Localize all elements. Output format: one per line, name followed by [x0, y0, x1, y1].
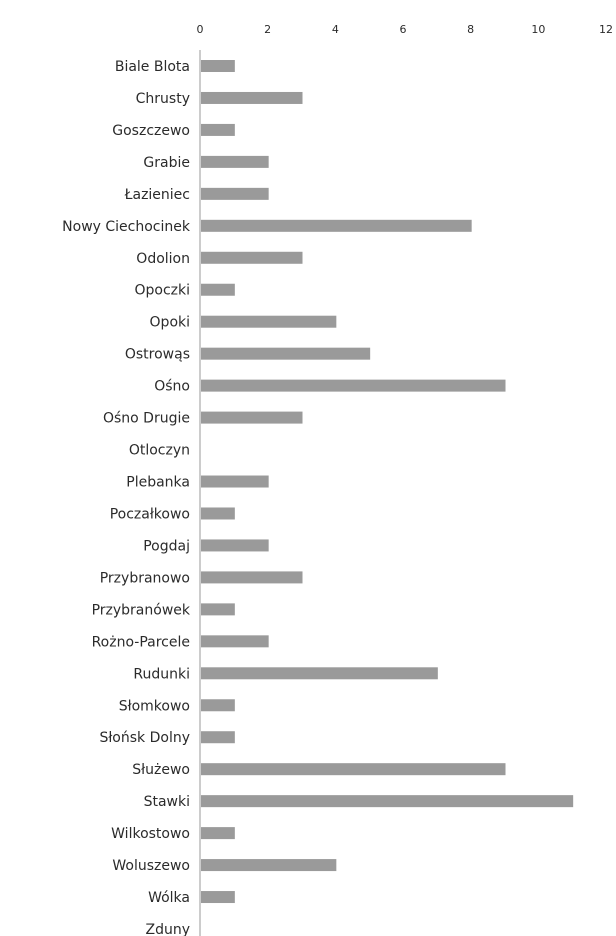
category-labels: Biale Blota Chrusty Goszczewo Grabie Łazieni… [62, 59, 191, 936]
category-label: Rudunki [133, 666, 190, 682]
bar [201, 251, 303, 264]
bar [201, 187, 269, 200]
category-label: Goszczewo [112, 123, 190, 139]
bar [201, 603, 235, 616]
category-label: Ostrowąs [125, 347, 190, 363]
category-label: Plebanka [126, 475, 190, 491]
category-label: Przybranówek [92, 602, 191, 618]
category-label: Woluszewo [112, 858, 190, 874]
bar [201, 891, 235, 904]
bar [201, 571, 303, 584]
x-tick-label: 8 [467, 23, 474, 36]
bar [201, 763, 506, 776]
bar [201, 315, 337, 328]
bar [201, 699, 235, 712]
category-label: Zduny [145, 922, 190, 936]
x-tick-label: 4 [332, 23, 339, 36]
category-label: Służewo [132, 762, 190, 778]
category-label: Ośno [154, 379, 190, 395]
x-tick-label: 0 [197, 23, 204, 36]
bar [201, 123, 235, 136]
category-label: Otloczyn [129, 443, 190, 459]
x-tick-label: 12 [599, 23, 613, 36]
bar [201, 475, 269, 488]
category-label: Opoki [150, 315, 190, 331]
category-label: Słońsk Dolny [99, 730, 190, 746]
x-axis-ticks: 0 2 4 6 8 10 12 [197, 23, 614, 36]
bar [201, 635, 269, 648]
x-tick-label: 6 [400, 23, 407, 36]
category-label: Wólka [148, 890, 190, 906]
category-label: Ośno Drugie [103, 411, 190, 427]
category-label: Odolion [136, 251, 190, 267]
category-label: Rożno-Parcele [92, 634, 190, 650]
bar [201, 347, 371, 360]
bar [201, 60, 235, 72]
category-label: Stawki [144, 794, 190, 810]
bar [201, 91, 303, 104]
category-label: Opoczki [134, 283, 190, 299]
category-label: Pogdaj [143, 538, 190, 554]
bar [201, 411, 303, 424]
x-tick-label: 2 [264, 23, 271, 36]
category-label: Grabie [143, 155, 190, 171]
bar [201, 667, 438, 680]
category-label: Biale Blota [115, 59, 190, 75]
bar [201, 731, 235, 744]
bar [201, 155, 269, 168]
bar [201, 507, 235, 520]
bars [201, 60, 574, 904]
category-label: Nowy Ciechocinek [62, 219, 191, 235]
bar [201, 827, 235, 840]
bar [201, 283, 235, 296]
category-label: Słomkowo [119, 698, 190, 714]
category-label: Przybranowo [100, 570, 190, 586]
bar [201, 539, 269, 552]
bar [201, 379, 506, 392]
category-label: Łazieniec [124, 187, 190, 203]
x-tick-label: 10 [531, 23, 545, 36]
bar [201, 795, 574, 808]
category-label: Poczałkowo [110, 506, 190, 522]
category-label: Chrusty [136, 91, 190, 107]
bar [201, 219, 472, 232]
bar [201, 859, 337, 872]
category-label: Wilkostowo [111, 826, 190, 842]
